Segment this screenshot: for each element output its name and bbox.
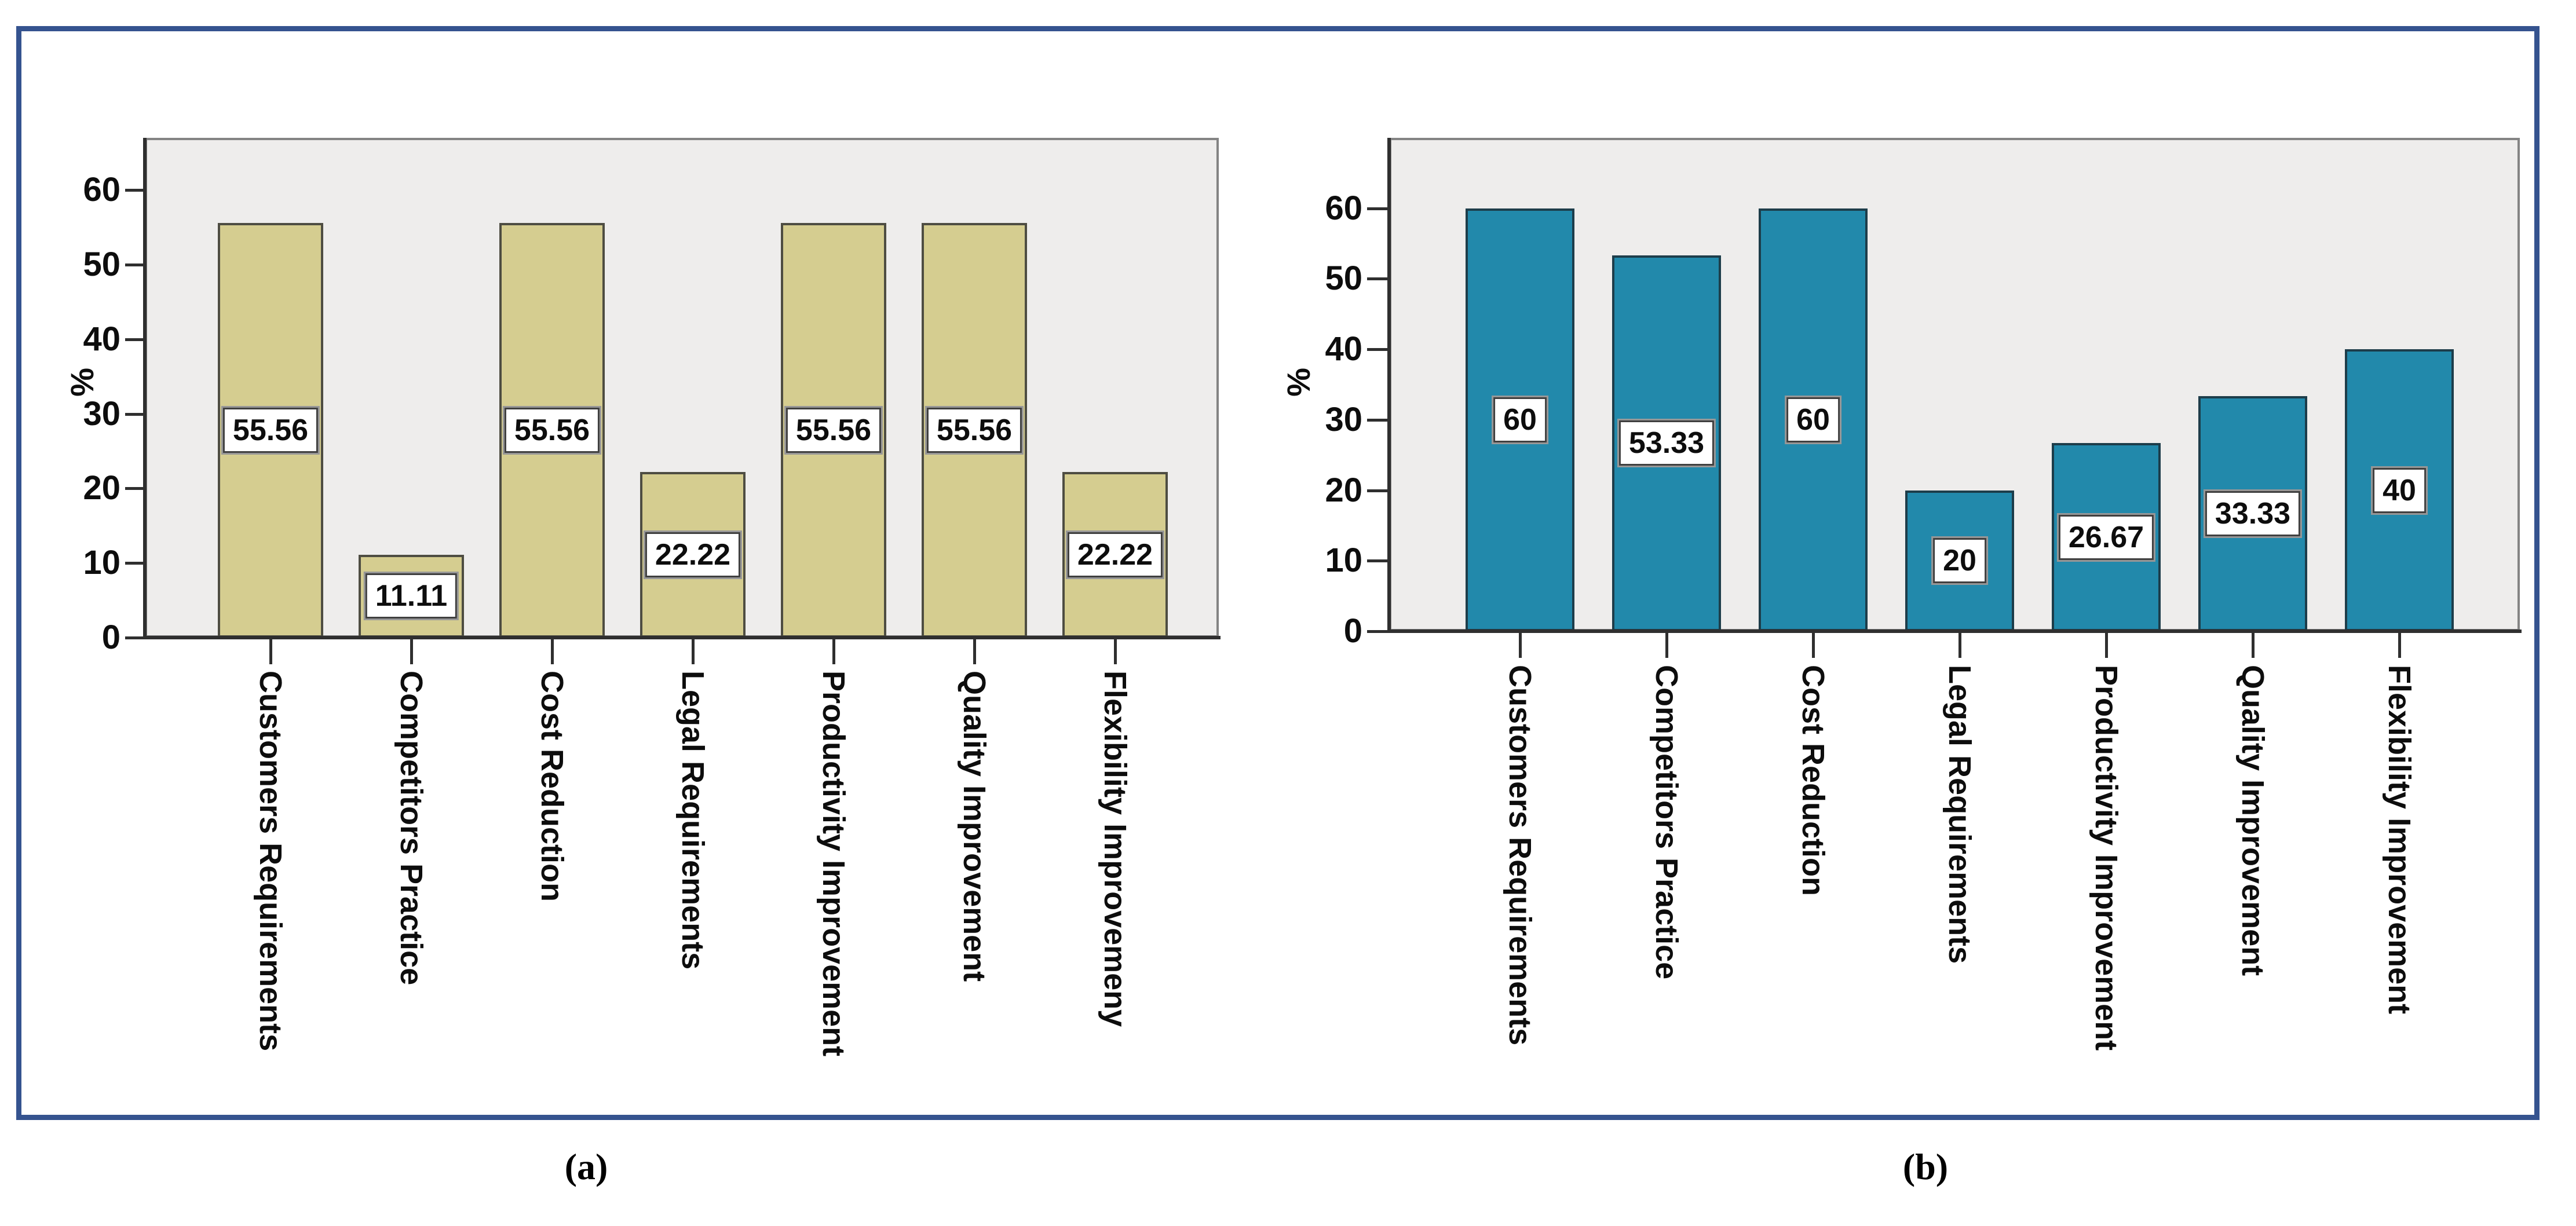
y-tick-label-b: 20 — [1325, 471, 1362, 509]
bar-value-label-b-2: 60 — [1786, 397, 1840, 442]
x-tick-mark-a — [832, 638, 835, 664]
bar-value-label-a-6: 22.22 — [1067, 532, 1163, 577]
y-axis-label-a: % — [64, 368, 100, 397]
category-label-b-0: Customers Requirements — [1503, 665, 1537, 1046]
y-tick-mark-a — [125, 338, 145, 341]
y-axis-line-b — [1387, 138, 1391, 633]
y-tick-mark-a — [125, 636, 145, 639]
y-tick-label-b: 50 — [1325, 259, 1362, 298]
x-tick-mark-a — [269, 638, 272, 664]
category-label-b-6: Flexibility Improvement — [2382, 665, 2417, 1015]
bar-value-label-b-1: 53.33 — [1618, 420, 1715, 466]
x-tick-mark-b — [2252, 631, 2255, 658]
bar-value-label-a-1: 11.11 — [365, 573, 458, 619]
y-tick-mark-a — [125, 189, 145, 192]
panel-b-caption: (b) — [1902, 1146, 1949, 1187]
y-tick-label-a: 40 — [83, 320, 120, 358]
x-tick-mark-b — [1519, 631, 1522, 658]
y-tick-mark-b — [1367, 418, 1389, 422]
y-tick-mark-a — [125, 263, 145, 266]
y-tick-label-b: 0 — [1343, 612, 1362, 650]
x-axis-line-b — [1387, 630, 2522, 633]
y-axis-label-b: % — [1280, 368, 1317, 397]
y-tick-label-b: 60 — [1325, 189, 1362, 227]
x-tick-mark-b — [1959, 631, 1961, 658]
category-label-b-2: Cost Reduction — [1796, 665, 1830, 896]
category-label-b-1: Competitors Practice — [1649, 665, 1684, 980]
y-tick-label-a: 20 — [83, 469, 120, 507]
x-tick-mark-a — [973, 638, 976, 664]
x-tick-mark-a — [1114, 638, 1117, 664]
bar-value-label-b-3: 20 — [1933, 538, 1986, 584]
y-tick-mark-b — [1367, 489, 1389, 492]
category-label-a-1: Competitors Practice — [394, 671, 429, 986]
y-tick-label-a: 50 — [83, 245, 120, 283]
x-tick-mark-b — [1812, 631, 1815, 658]
category-label-b-4: Productivity Improvement — [2089, 665, 2124, 1051]
x-tick-mark-b — [2105, 631, 2108, 658]
bar-value-label-a-3: 22.22 — [645, 532, 741, 577]
bar-value-label-b-6: 40 — [2373, 467, 2426, 513]
bar-value-label-a-5: 55.56 — [926, 408, 1022, 453]
y-tick-label-a: 60 — [83, 171, 120, 209]
y-tick-label-a: 10 — [83, 544, 120, 582]
category-label-a-3: Legal Requirements — [675, 671, 710, 970]
category-label-a-4: Productivity Improvement — [816, 671, 851, 1057]
x-axis-line-a — [143, 636, 1221, 639]
y-tick-mark-b — [1367, 348, 1389, 352]
x-tick-mark-a — [551, 638, 554, 664]
y-tick-mark-b — [1367, 207, 1389, 210]
bar-value-label-b-5: 33.33 — [2205, 491, 2301, 537]
y-axis-line-a — [143, 138, 147, 639]
y-tick-mark-b — [1367, 559, 1389, 563]
category-label-a-2: Cost Reduction — [535, 671, 569, 902]
x-tick-mark-b — [2398, 631, 2401, 658]
x-tick-mark-a — [692, 638, 695, 664]
bar-value-label-a-4: 55.56 — [785, 408, 882, 453]
y-tick-mark-a — [125, 487, 145, 491]
bar-value-label-a-2: 55.56 — [504, 408, 600, 453]
y-tick-label-b: 10 — [1325, 541, 1362, 580]
y-tick-mark-a — [125, 412, 145, 416]
y-tick-label-b: 40 — [1325, 330, 1362, 368]
bar-value-label-b-0: 60 — [1493, 397, 1547, 442]
y-tick-mark-b — [1367, 630, 1389, 633]
y-tick-label-a: 0 — [101, 619, 120, 656]
bar-value-label-b-4: 26.67 — [2058, 514, 2154, 560]
category-label-a-6: Flexibility Improvemeny — [1098, 671, 1132, 1027]
category-label-a-0: Customers Requirements — [253, 671, 288, 1052]
category-label-b-3: Legal Requirements — [1942, 665, 1977, 964]
y-tick-label-a: 30 — [83, 394, 120, 433]
x-tick-mark-b — [1665, 631, 1668, 658]
bar-value-label-a-0: 55.56 — [222, 408, 319, 453]
y-tick-mark-b — [1367, 277, 1389, 281]
panel-a-caption: (a) — [564, 1146, 608, 1187]
category-label-b-5: Quality Improvement — [2235, 665, 2270, 976]
category-label-a-5: Quality Improvement — [957, 671, 992, 982]
y-tick-label-b: 30 — [1325, 400, 1362, 438]
x-tick-mark-a — [410, 638, 413, 664]
y-tick-mark-a — [125, 562, 145, 565]
